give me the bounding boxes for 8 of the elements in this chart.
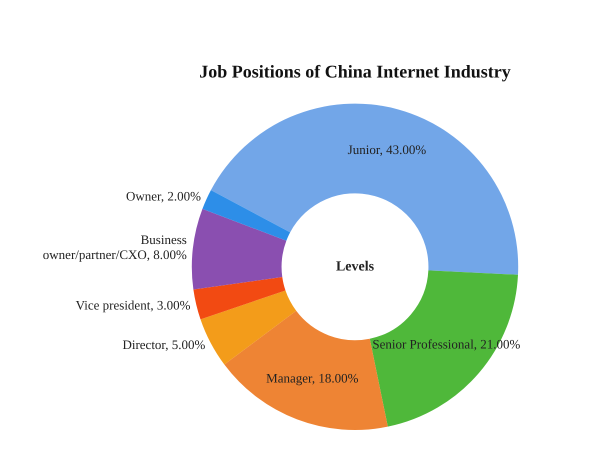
slice-label: Vice president, 3.00%: [76, 297, 191, 312]
text: Levels: [336, 259, 375, 274]
slice-label: Owner, 2.00%: [126, 188, 202, 204]
chart-title: Job Positions of China Internet Industry: [199, 61, 511, 82]
slice-label: Business owner/partner/CXO, 8.00%: [42, 232, 188, 262]
slice-label: Manager, 18.00%: [266, 370, 359, 386]
slice-label: Director, 5.00%: [122, 337, 206, 352]
slice-label: Junior, 43.00%: [348, 142, 426, 158]
